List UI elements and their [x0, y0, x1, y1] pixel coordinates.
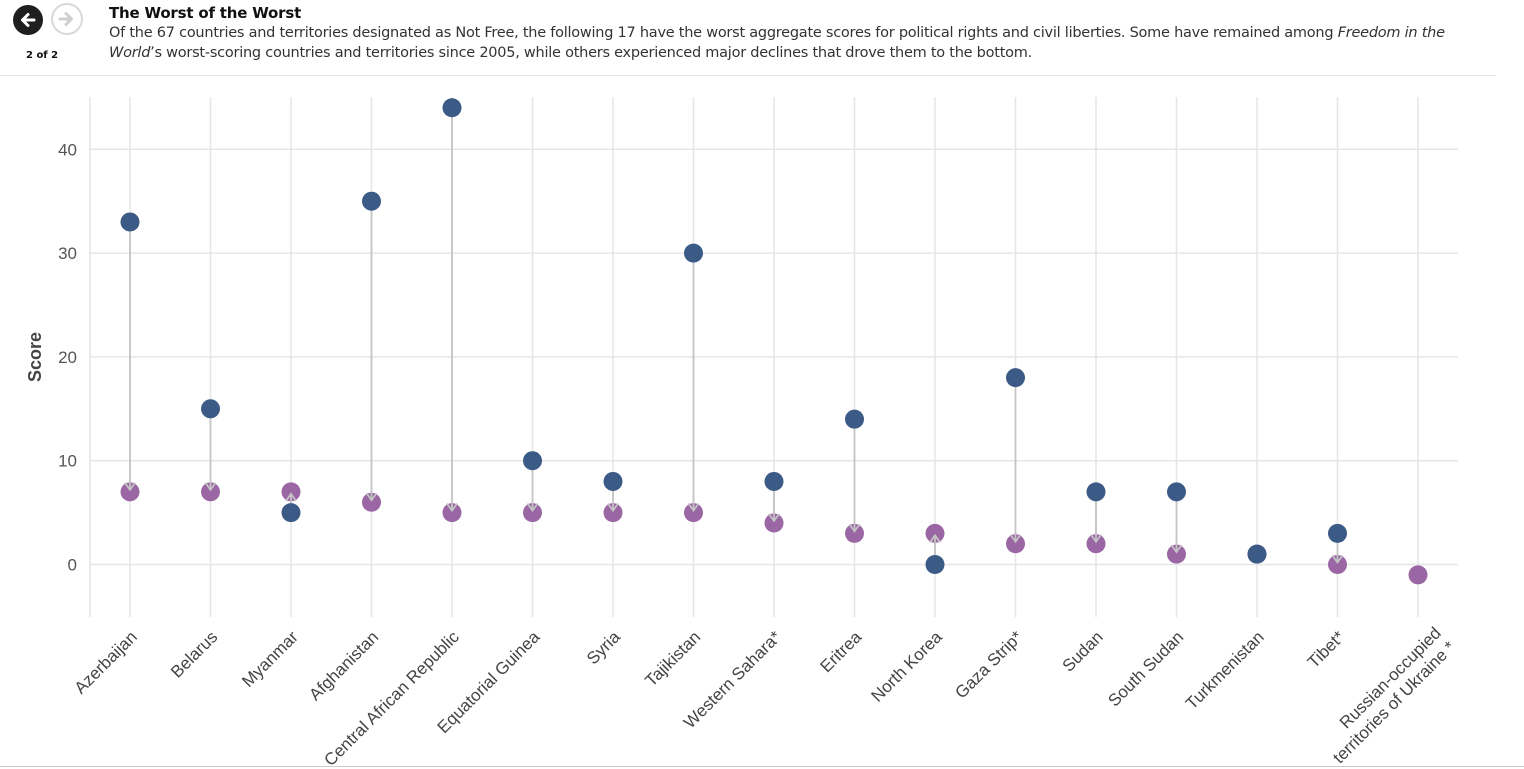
x-category-label: Azerbaijan — [71, 627, 141, 697]
x-category-label: Central African Republic — [320, 627, 463, 766]
point-series-2 — [684, 503, 703, 523]
footer-divider — [0, 766, 1524, 767]
arrow-left-icon — [21, 13, 36, 27]
point-series-2 — [764, 513, 784, 533]
point-series-1 — [925, 555, 945, 574]
subtitle-emphasis: Freedom in the World — [109, 25, 1445, 61]
x-category-label: Sudan — [1059, 627, 1107, 675]
point-series-1 — [120, 212, 140, 232]
point-series-2 — [925, 523, 945, 543]
point-series-1 — [442, 98, 462, 118]
x-category-label: Afghanistan — [305, 627, 382, 704]
connector-tip-arrowhead — [285, 492, 297, 502]
x-category-label: Tibet* — [1304, 627, 1349, 672]
connector-tip-arrowhead — [929, 533, 941, 543]
connector-tip-arrowhead — [204, 482, 217, 492]
point-series-1 — [201, 399, 220, 419]
point-series-2 — [603, 503, 623, 523]
point-series-2 — [201, 482, 220, 502]
connector-tip-arrowhead — [1331, 554, 1344, 565]
connector-tip-arrowhead — [446, 503, 458, 513]
connector-tip-arrowhead — [607, 503, 619, 513]
page-indicator: 2 of 2 — [26, 50, 59, 61]
x-category-label: Tajikistan — [641, 627, 704, 690]
connector-tip-arrowhead — [1090, 534, 1102, 544]
x-category-label: Syria — [583, 627, 624, 668]
arrow-right-icon — [58, 12, 73, 26]
point-series-1 — [362, 191, 381, 211]
connector-tip-arrowhead — [1170, 544, 1183, 554]
subtitle-text-start: Of the 67 countries and territories desi… — [109, 25, 1338, 41]
connector-tip-arrowhead — [365, 492, 378, 502]
x-category-label: Belarus — [167, 627, 221, 681]
y-tick-label: 20 — [58, 348, 77, 367]
point-series-2 — [120, 482, 140, 502]
point-series-2 — [1006, 534, 1025, 554]
previous-button[interactable] — [13, 5, 43, 35]
x-category-label: Eritrea — [816, 627, 865, 676]
connector-tip-arrowhead — [768, 513, 780, 523]
point-series-1 — [523, 451, 542, 471]
point-series-1 — [281, 503, 301, 523]
y-axis-title: Score — [25, 332, 45, 382]
chart-header: 2 of 2 The Worst of the Worst Of the 67 … — [0, 0, 1496, 76]
point-series-2 — [281, 482, 301, 502]
y-tick-label: 0 — [68, 556, 77, 575]
x-category-label: Turkmenistan — [1182, 627, 1268, 713]
chart-subtitle: Of the 67 countries and territories desi… — [109, 23, 1479, 63]
point-series-1 — [603, 471, 623, 491]
point-series-1 — [845, 409, 864, 429]
y-tick-label: 10 — [58, 452, 77, 471]
connector-tip-arrowhead — [526, 503, 539, 513]
connector-tip-arrowhead — [687, 503, 700, 513]
point-series-1 — [684, 243, 703, 263]
y-tick-label: 40 — [58, 140, 77, 159]
next-button[interactable] — [51, 3, 83, 35]
y-tick-label: 30 — [58, 244, 77, 263]
connector-tip-arrowhead — [848, 523, 861, 533]
point-series-1 — [1086, 482, 1106, 502]
point-series-1 — [1006, 368, 1025, 388]
chart-title: The Worst of the Worst — [109, 4, 302, 22]
point-series-2 — [1086, 534, 1106, 554]
dumbbell-chart: 0 10 20 30 40 Score Azerbaijan Belarus Myanmar Af… — [25, 97, 1459, 766]
point-series-2 — [1167, 544, 1186, 564]
x-category-label: South Sudan — [1104, 627, 1187, 710]
point-series-2 — [442, 503, 462, 523]
point-series-1 — [1247, 544, 1267, 564]
point-series-1 — [764, 471, 784, 491]
point-series-1 — [1167, 482, 1186, 502]
point-series-2 — [362, 492, 381, 512]
point-series-2 — [1408, 565, 1428, 585]
subtitle-text-end: ’s worst-scoring countries and territori… — [150, 45, 1032, 61]
x-category-label: Myanmar — [238, 627, 302, 691]
point-series-2 — [523, 503, 542, 523]
x-category-label: North Korea — [868, 627, 947, 706]
point-series-2 — [1328, 555, 1347, 574]
connector-tip-arrowhead — [1009, 534, 1022, 544]
point-series-1 — [1328, 523, 1347, 543]
x-category-label: Gaza Strip* — [951, 627, 1026, 702]
point-series-2 — [845, 523, 864, 543]
connector-tip-arrowhead — [124, 482, 136, 492]
